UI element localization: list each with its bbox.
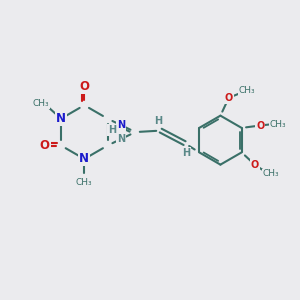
Text: O: O: [256, 121, 264, 130]
Text: CH₃: CH₃: [32, 99, 49, 108]
Text: O: O: [79, 80, 89, 93]
Text: H: H: [108, 125, 116, 135]
Text: CH₃: CH₃: [238, 86, 255, 95]
Text: O: O: [40, 139, 50, 152]
Text: N: N: [117, 134, 125, 144]
Text: H: H: [154, 116, 162, 126]
Text: N: N: [56, 112, 66, 125]
Text: CH₃: CH₃: [262, 169, 279, 178]
Text: O: O: [225, 93, 233, 103]
Text: N: N: [79, 152, 89, 166]
Text: CH₃: CH₃: [270, 119, 286, 128]
Text: CH₃: CH₃: [76, 178, 93, 187]
Text: O: O: [251, 160, 259, 170]
Text: N: N: [117, 120, 125, 130]
Text: H: H: [182, 148, 190, 158]
